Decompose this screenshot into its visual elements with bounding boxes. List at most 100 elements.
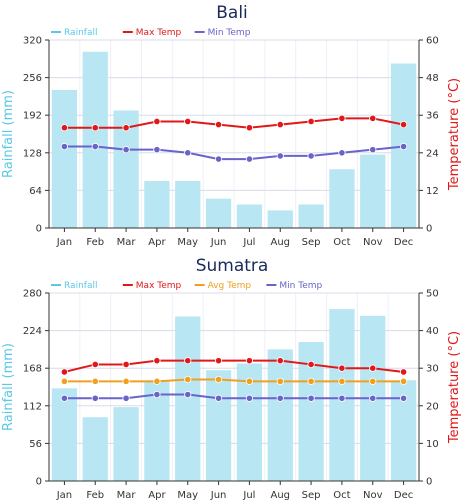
- series-point: [307, 377, 315, 385]
- legend-entry: Max Temp: [136, 281, 182, 291]
- series-point: [184, 375, 192, 384]
- legend-entry: Min Temp: [279, 281, 322, 291]
- left-tick-label: 320: [23, 36, 42, 47]
- right-tick-label: 40: [426, 326, 439, 337]
- series-point: [369, 364, 377, 372]
- left-tick-label: 112: [23, 401, 42, 412]
- x-tick-label: May: [177, 490, 198, 501]
- chart-0: Bali 0 64 128 192 256 320 0 12 24 36 48 60 Jan Feb Mar A…: [1, 3, 462, 248]
- series-point: [307, 394, 315, 402]
- series-point: [184, 117, 192, 126]
- rainfall-bar: [51, 388, 78, 481]
- series-point: [399, 121, 408, 129]
- series-point: [122, 124, 130, 132]
- rainfall-bar: [236, 204, 263, 228]
- series-point: [60, 368, 69, 376]
- legend-entry: Avg Temp: [208, 281, 252, 291]
- left-tick-label: 128: [23, 148, 42, 159]
- series-point: [153, 390, 161, 399]
- chart-title: Bali: [216, 3, 248, 23]
- x-tick-label: Jan: [56, 490, 72, 501]
- left-tick-label: 256: [23, 73, 42, 84]
- series-point: [369, 394, 377, 402]
- series-point: [122, 146, 130, 154]
- left-tick-label: 168: [23, 364, 42, 375]
- rainfall-bar: [175, 316, 201, 481]
- series-point: [153, 377, 161, 385]
- series-point: [338, 114, 346, 122]
- right-tick-label: 24: [426, 148, 439, 159]
- series-point: [214, 394, 223, 402]
- series-point: [91, 124, 99, 132]
- series-point: [399, 394, 408, 402]
- left-tick-label: 224: [23, 326, 42, 337]
- left-tick-label: 0: [36, 224, 42, 235]
- series-point: [338, 377, 346, 385]
- series-point: [153, 146, 161, 154]
- series-line: [64, 359, 404, 373]
- rainfall-bar: [144, 181, 170, 228]
- rainfall-bar: [113, 407, 139, 481]
- right-tick-label: 60: [426, 36, 439, 47]
- x-tick-label: Jul: [242, 237, 255, 248]
- series-point: [307, 360, 315, 369]
- left-tick-label: 280: [23, 289, 42, 300]
- chart-1: Sumatra 0 56 112 168 224 280 0 10 20 30 40 50 Jan Feb M…: [1, 256, 462, 501]
- series-point: [60, 124, 69, 132]
- x-tick-label: Dec: [394, 237, 413, 248]
- series-point: [184, 357, 192, 365]
- series-point: [122, 377, 130, 385]
- series-point: [276, 394, 284, 402]
- x-tick-label: Sep: [302, 237, 321, 248]
- x-tick-label: Jul: [242, 490, 255, 501]
- legend-entry: Min Temp: [208, 28, 251, 38]
- left-tick-label: 56: [29, 439, 42, 450]
- right-tick-label: 0: [426, 477, 432, 488]
- x-tick-label: Nov: [363, 490, 383, 501]
- x-tick-label: Feb: [86, 490, 104, 501]
- series-point: [214, 121, 223, 129]
- x-tick-label: Oct: [333, 237, 350, 248]
- rainfall-bar: [298, 204, 324, 228]
- right-tick-label: 30: [426, 364, 439, 375]
- series-point: [276, 121, 284, 129]
- series-point: [276, 152, 284, 160]
- series-point: [214, 375, 223, 384]
- x-tick-label: Aug: [270, 490, 290, 501]
- series-line: [64, 145, 404, 161]
- right-tick-label: 36: [426, 111, 439, 122]
- series-point: [369, 146, 377, 154]
- series-point: [60, 394, 69, 402]
- rainfall-bar: [267, 349, 293, 481]
- rainfall-bar: [175, 181, 201, 228]
- series-point: [153, 357, 161, 365]
- x-tick-label: Nov: [363, 237, 383, 248]
- series-point: [307, 152, 315, 160]
- right-tick-label: 48: [426, 73, 439, 84]
- rainfall-bar: [267, 210, 293, 228]
- right-tick-label: 0: [426, 224, 432, 235]
- rainfall-bar: [360, 154, 386, 228]
- series-point: [307, 117, 315, 126]
- rainfall-bar: [51, 89, 78, 228]
- y-axis-label-right: Temperature (°C): [447, 331, 462, 444]
- series-point: [245, 357, 254, 365]
- series-point: [60, 377, 69, 385]
- legend-entry: Max Temp: [136, 28, 182, 38]
- series-point: [276, 357, 284, 365]
- series-point: [399, 142, 408, 151]
- series-point: [91, 377, 99, 385]
- legend-entry: Rainfall: [64, 28, 97, 38]
- x-tick-label: Apr: [148, 490, 166, 501]
- series-point: [399, 368, 408, 376]
- x-tick-label: Sep: [302, 490, 321, 501]
- x-tick-label: Dec: [394, 490, 413, 501]
- x-tick-label: Mar: [117, 490, 137, 501]
- series-point: [184, 390, 192, 399]
- right-tick-label: 12: [426, 186, 439, 197]
- left-tick-label: 64: [29, 186, 42, 197]
- series-point: [91, 394, 99, 402]
- series-point: [245, 377, 254, 385]
- left-tick-label: 0: [36, 477, 42, 488]
